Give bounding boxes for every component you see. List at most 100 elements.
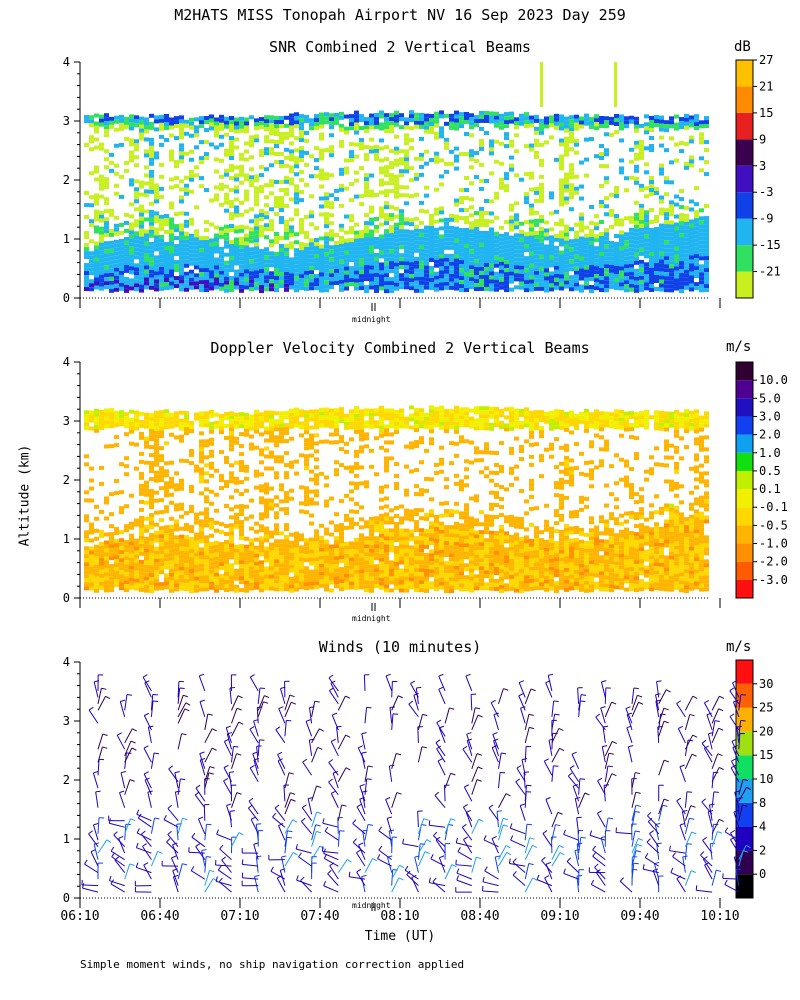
dop-cell — [274, 571, 279, 576]
snr-cell — [694, 126, 699, 131]
dop-cell — [84, 418, 89, 423]
snr-cell — [494, 247, 499, 252]
snr-cell — [479, 274, 484, 279]
snr-cell — [619, 230, 624, 235]
snr-cell — [269, 131, 274, 136]
snr-cell — [154, 119, 159, 124]
dop-cell — [159, 426, 164, 431]
snr-cell — [599, 164, 604, 169]
dop-cell — [184, 415, 189, 420]
snr-cell — [579, 264, 584, 269]
dop-cell — [354, 565, 359, 570]
dop-cell — [229, 447, 234, 452]
snr-cell — [629, 279, 634, 284]
snr-cell — [599, 244, 604, 249]
snr-cell — [269, 123, 274, 128]
dop-cell — [84, 570, 89, 575]
dop-cell — [184, 575, 189, 580]
snr-cell — [134, 123, 139, 128]
dop-cell — [94, 504, 99, 509]
snr-cell — [264, 267, 269, 272]
snr-cell — [304, 278, 309, 283]
snr-cell — [304, 286, 309, 291]
dop-cell — [259, 420, 264, 425]
snr-cell — [209, 114, 214, 119]
snr-cell — [339, 283, 344, 288]
snr-cell — [609, 256, 614, 261]
snr-cell — [584, 225, 589, 230]
dop-cell — [109, 492, 114, 497]
dop-cell — [349, 565, 354, 570]
snr-cell — [424, 233, 429, 238]
dop-cell — [264, 510, 269, 515]
snr-cell — [94, 193, 99, 198]
snr-cell — [324, 244, 329, 249]
snr-cell — [514, 221, 519, 226]
dop-cell — [199, 567, 204, 572]
snr-cell — [94, 229, 99, 234]
snr-cell — [109, 124, 114, 129]
snr-cell — [254, 286, 259, 291]
snr-cell — [334, 120, 339, 125]
snr-cell — [349, 270, 354, 275]
snr-cell — [659, 223, 664, 228]
snr-cell — [259, 213, 264, 218]
dop-cell — [344, 425, 349, 430]
dop-cell — [279, 439, 284, 444]
snr-cell — [474, 159, 479, 164]
dop-cell — [334, 512, 339, 517]
snr-cell — [89, 139, 94, 144]
snr-cell — [349, 246, 354, 251]
x-tick-label: 07:40 — [300, 909, 339, 924]
dop-cell — [179, 478, 184, 483]
snr-cell — [399, 149, 404, 154]
snr-cell — [134, 239, 139, 244]
dop-cell — [89, 562, 94, 567]
snr-cell — [234, 253, 239, 258]
snr-cell — [629, 283, 634, 288]
snr-cell — [304, 282, 309, 287]
dop-cell — [349, 421, 354, 426]
snr-cell — [139, 264, 144, 269]
dop-cell — [334, 584, 339, 589]
dop-cell — [279, 419, 284, 424]
snr-cell — [254, 186, 259, 191]
snr-cell — [624, 272, 629, 277]
dop-cell — [229, 567, 234, 572]
snr-cell — [234, 225, 239, 230]
snr-cell — [389, 173, 394, 178]
snr-cell — [159, 174, 164, 179]
colorbar-swatch — [736, 525, 753, 544]
snr-cell — [454, 278, 459, 283]
snr-cell — [479, 214, 484, 219]
snr-cell — [224, 196, 229, 201]
snr-cell — [594, 274, 599, 279]
snr-cell — [384, 173, 389, 178]
snr-cell — [89, 123, 94, 128]
dop-cell — [214, 492, 219, 497]
colorbar-frame — [735, 59, 754, 299]
snr-cell — [274, 115, 279, 120]
dop-cell — [84, 414, 89, 419]
snr-cell — [429, 237, 434, 242]
dop-cell — [229, 431, 234, 436]
dop-cell — [119, 574, 124, 579]
snr-cell — [554, 285, 559, 290]
snr-cell — [534, 262, 539, 267]
snr-cell — [644, 122, 649, 127]
snr-cell — [389, 269, 394, 274]
dop-cell — [199, 575, 204, 580]
dop-cell — [309, 409, 314, 414]
snr-cell — [689, 251, 694, 256]
snr-cell — [144, 229, 149, 234]
snr-cell — [274, 251, 279, 256]
snr-cell — [409, 230, 414, 235]
snr-cell — [274, 271, 279, 276]
snr-cell — [579, 248, 584, 253]
dop-cell — [189, 421, 194, 426]
snr-cell — [539, 238, 544, 243]
dop-cell — [84, 550, 89, 555]
snr-cell — [259, 125, 264, 130]
snr-cell — [649, 264, 654, 269]
snr-cell — [404, 165, 409, 170]
